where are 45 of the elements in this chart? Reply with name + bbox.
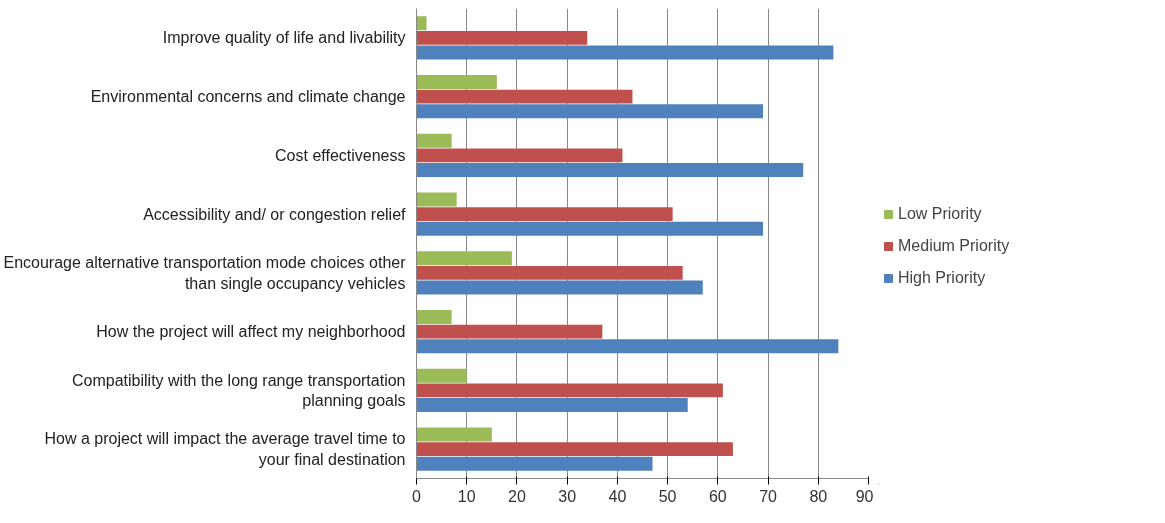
bar <box>416 221 764 236</box>
bar <box>416 148 623 163</box>
y-tick-label: How a project will impact the average travel time to your final destination <box>44 430 406 468</box>
x-tick-label: 40 <box>608 487 627 505</box>
bar <box>416 192 457 207</box>
y-tick-label: How the project will affect my neighborhood <box>96 323 406 341</box>
x-tick-label: 10 <box>457 487 476 505</box>
bar <box>416 45 834 60</box>
x-tick-label: 30 <box>558 487 577 505</box>
y-tick-label: Encourage alternative transportation mode choices other than single occupancy vehicles <box>3 254 407 292</box>
x-tick-label: 0 <box>412 487 422 505</box>
legend-label: Low Priority <box>898 205 982 223</box>
bar <box>416 309 452 324</box>
y-tick-label: Environmental concerns and climate change <box>90 88 406 106</box>
bar <box>416 89 633 104</box>
bar <box>416 251 512 266</box>
bar <box>416 324 603 339</box>
bar <box>416 30 588 45</box>
bar <box>416 265 683 280</box>
bar <box>416 442 733 457</box>
x-tick-label: 70 <box>759 487 778 505</box>
bar <box>416 280 703 295</box>
x-tick-label: 80 <box>809 487 828 505</box>
x-tick-label: 20 <box>508 487 526 505</box>
bar <box>416 456 653 471</box>
bar <box>416 16 427 31</box>
y-tick-label: Improve quality of life and livability <box>162 29 406 47</box>
bar <box>416 368 467 383</box>
bar <box>416 133 452 148</box>
bar <box>416 339 839 354</box>
bar <box>416 104 764 119</box>
bar <box>416 207 673 222</box>
y-tick-label: Accessibility and/ or congestion relief <box>143 205 407 223</box>
bar <box>416 163 804 178</box>
x-tick-label: 90 <box>855 487 874 505</box>
legend-label: Medium Priority <box>898 237 1010 255</box>
legend-label: High Priority <box>898 269 986 287</box>
bar <box>416 427 492 442</box>
bar <box>416 74 497 89</box>
x-tick-label: 50 <box>658 487 677 505</box>
bar <box>416 398 688 413</box>
y-tick-label: Compatibility with the long range transportation planning goals <box>71 371 406 410</box>
bar <box>416 383 723 398</box>
y-tick-label: Cost effectiveness <box>275 146 406 164</box>
x-tick-label: 60 <box>708 487 727 505</box>
